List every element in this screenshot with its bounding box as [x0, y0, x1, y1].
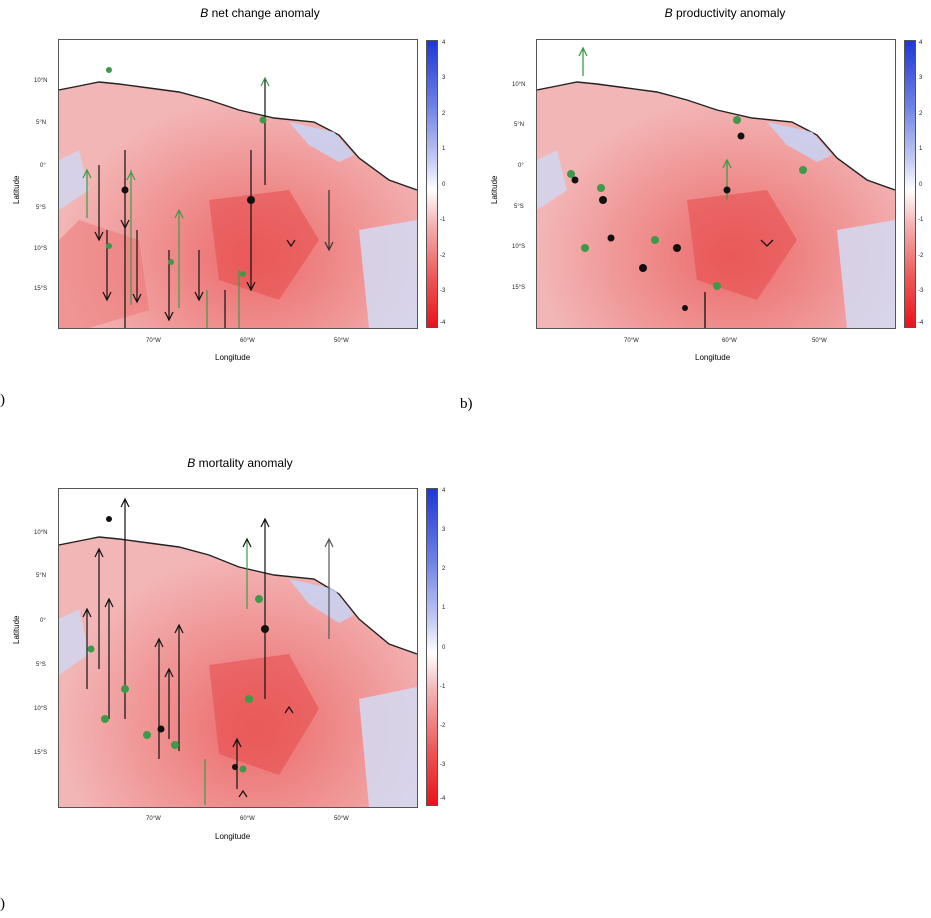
- panel-b-cbar-tick: 1: [919, 146, 923, 152]
- panel-a-lat-tick: 5°N: [36, 120, 47, 126]
- panel-b-title-text: productivity anomaly: [672, 6, 786, 20]
- panel-b-lat-tick: 10°S: [512, 244, 526, 250]
- panel-c-lat-tick: 5°N: [36, 573, 47, 579]
- panel-c-cbar-tick: 0: [442, 645, 446, 651]
- panel-c-lat-tick: 10°N: [34, 530, 48, 536]
- panel-b-lon-tick: 50°W: [812, 338, 827, 344]
- panel-a-ylabel: Latitude: [12, 175, 21, 204]
- panel-c-lon-tick: 60°W: [240, 816, 255, 822]
- panel-c-label: ): [0, 896, 5, 912]
- panel-b-cbar-tick: 0: [919, 182, 923, 188]
- panel-a-map: [58, 39, 418, 329]
- panel-c-cbar-tick: -4: [440, 796, 446, 802]
- panel-b-colorbar: [904, 40, 916, 328]
- panel-b: B productivity anomaly Latitude 10°N 5°N…: [460, 0, 931, 420]
- panel-a-cbar-tick: -2: [440, 253, 446, 259]
- panel-a-lat-tick: 10°N: [34, 78, 48, 84]
- panel-c-lat-tick: 0°: [40, 618, 46, 624]
- panel-c-markers: [87, 516, 269, 773]
- panel-b-markers: [567, 116, 807, 311]
- panel-b-cbar-tick: -4: [918, 320, 924, 326]
- panel-b-title-symbol: B: [664, 6, 673, 20]
- panel-c-cbar-tick: 2: [442, 566, 446, 572]
- panel-a-lon-tick: 70°W: [146, 338, 161, 344]
- panel-c-lat-tick: 15°S: [34, 750, 48, 756]
- panel-b-cbar-tick: -3: [918, 288, 924, 294]
- panel-b-ylabel: Latitude: [490, 175, 499, 204]
- panel-b-lat-tick: 5°S: [514, 204, 524, 210]
- panel-a-lat-tick: 15°S: [34, 286, 48, 292]
- panel-b-map: [536, 39, 896, 329]
- panel-a-cbar-tick: 1: [442, 146, 446, 152]
- panel-c-lat-tick: 5°S: [36, 662, 46, 668]
- panel-a-lon-tick: 50°W: [334, 338, 349, 344]
- panel-c-title-symbol: B: [187, 456, 196, 470]
- panel-a-arrows: [82, 76, 334, 328]
- panel-b-lat-tick: 5°N: [514, 122, 525, 128]
- panel-c-cbar-tick: 1: [442, 605, 446, 611]
- panel-a-label: ): [0, 392, 5, 408]
- panel-a-lat-tick: 10°S: [34, 246, 48, 252]
- panel-b-cbar-tick: 2: [919, 111, 923, 117]
- panel-c-ylabel: Latitude: [12, 615, 21, 644]
- panel-a-title-symbol: B: [200, 6, 209, 20]
- panel-a-cbar-tick: -3: [440, 288, 446, 294]
- panel-a-lat-tick: 0°: [40, 163, 46, 169]
- panel-c-lat-tick: 10°S: [34, 706, 48, 712]
- panel-b-cbar-tick: -1: [918, 217, 924, 223]
- panel-c-lon-tick: 70°W: [146, 816, 161, 822]
- panel-a: B net change anomaly Latitude 10°N 5°N 0…: [0, 0, 470, 420]
- panel-c-title: B mortality anomaly: [130, 456, 350, 470]
- panel-a-cbar-tick: 4: [442, 40, 446, 46]
- panel-b-arrows: [578, 46, 774, 328]
- panel-b-title: B productivity anomaly: [610, 6, 840, 20]
- panel-c-cbar-tick: -3: [440, 762, 446, 768]
- panel-c-cbar-tick: -1: [440, 684, 446, 690]
- panel-a-cbar-tick: -4: [440, 320, 446, 326]
- panel-c-cbar-tick: -2: [440, 723, 446, 729]
- panel-c: B mortality anomaly Latitude 10°N 5°N 0°…: [0, 448, 470, 918]
- panel-a-cbar-tick: 3: [442, 75, 446, 81]
- panel-a-lat-tick: 5°S: [36, 205, 46, 211]
- panel-c-arrows: [82, 497, 334, 805]
- panel-b-label: b): [460, 396, 473, 412]
- panel-b-lat-tick: 0°: [518, 163, 524, 169]
- panel-c-lon-tick: 50°W: [334, 816, 349, 822]
- panel-b-cbar-tick: -2: [918, 253, 924, 259]
- panel-b-xlabel: Longitude: [695, 353, 731, 362]
- panel-b-cbar-tick: 3: [919, 75, 923, 81]
- panel-c-title-text: mortality anomaly: [195, 456, 293, 470]
- panel-a-title-text: net change anomaly: [208, 6, 320, 20]
- panel-a-markers: [106, 67, 267, 277]
- panel-a-xlabel: Longitude: [215, 353, 251, 362]
- panel-a-cbar-tick: 0: [442, 182, 446, 188]
- panel-c-cbar-tick: 4: [442, 488, 446, 494]
- panel-a-cbar-tick: 2: [442, 111, 446, 117]
- panel-b-lon-tick: 60°W: [722, 338, 737, 344]
- panel-c-cbar-tick: 3: [442, 527, 446, 533]
- panel-a-cbar-tick: -1: [440, 217, 446, 223]
- panel-a-colorbar: [426, 40, 438, 328]
- panel-c-xlabel: Longitude: [215, 832, 251, 841]
- panel-b-lon-tick: 70°W: [624, 338, 639, 344]
- panel-a-title: B net change anomaly: [150, 6, 370, 20]
- panel-b-lat-tick: 10°N: [512, 82, 526, 88]
- panel-b-lat-tick: 15°S: [512, 285, 526, 291]
- panel-b-cbar-tick: 4: [919, 40, 923, 46]
- panel-a-lon-tick: 60°W: [240, 338, 255, 344]
- panel-c-map: [58, 488, 418, 808]
- panel-c-colorbar: [426, 488, 438, 806]
